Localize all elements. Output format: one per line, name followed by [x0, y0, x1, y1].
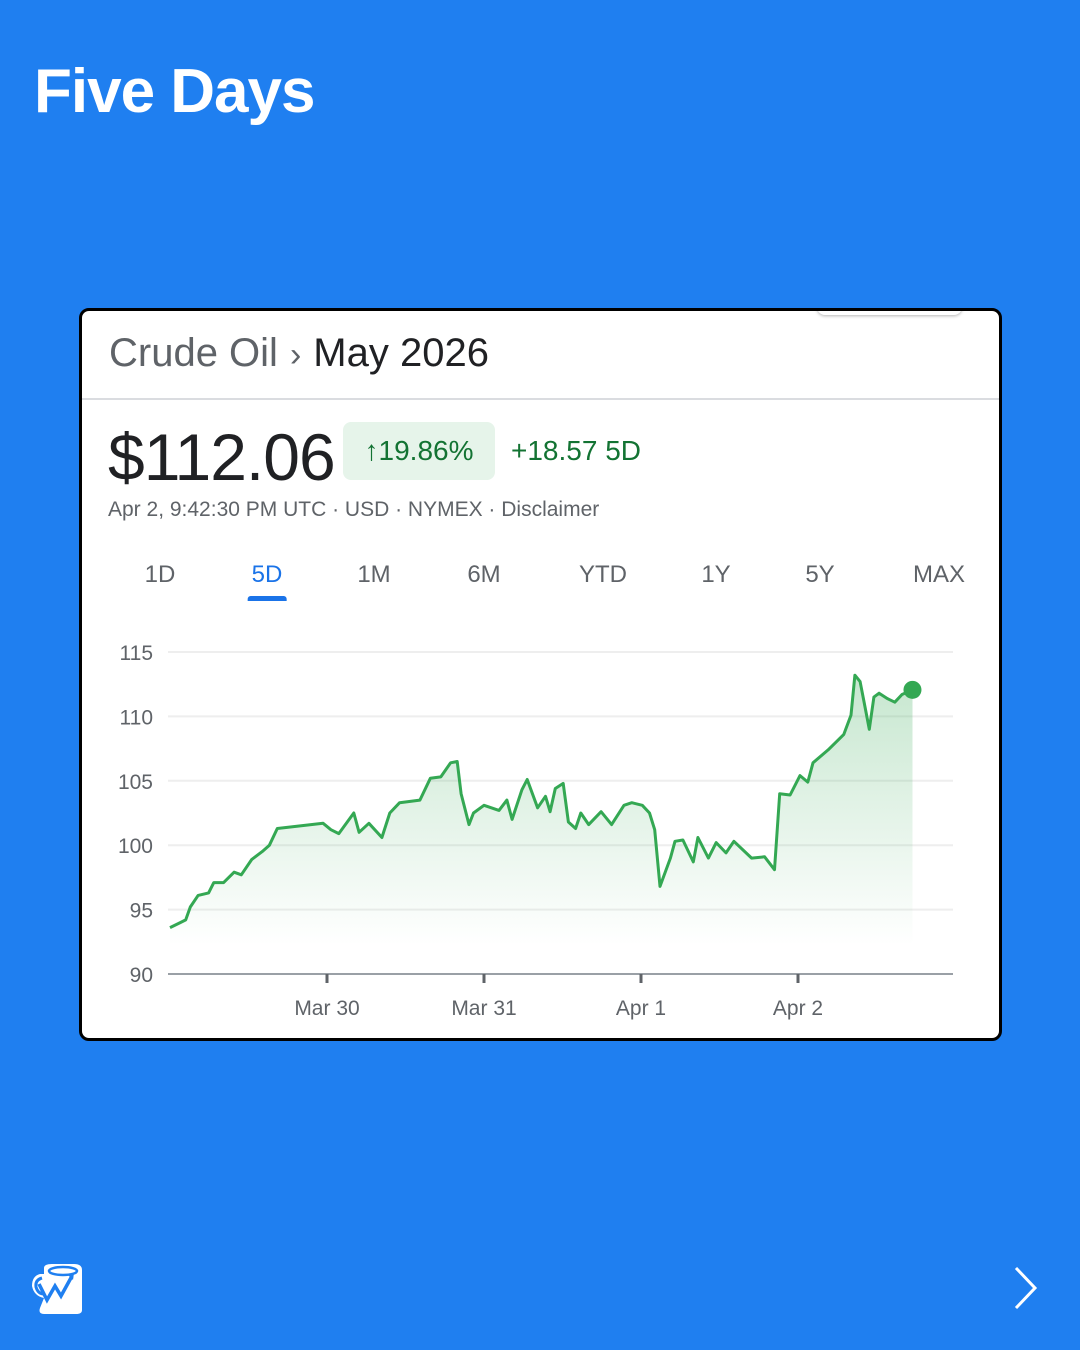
chevron-right-icon: › — [289, 336, 302, 374]
range-tab-max[interactable]: MAX — [912, 561, 966, 588]
card-tab-handle — [817, 311, 962, 315]
range-tab-1d[interactable]: 1D — [144, 561, 176, 588]
y-tick-label: 90 — [130, 964, 153, 987]
y-tick-label: 110 — [120, 706, 153, 729]
breadcrumb: Crude Oil › May 2026 — [109, 331, 489, 376]
change-percent-badge: ↑19.86% — [343, 422, 495, 480]
y-tick-label: 95 — [130, 900, 153, 923]
price-chart: 115 110 105 100 95 90 Mar 30 Mar 31 Apr 1 Apr 2 — [118, 642, 953, 1020]
range-tab-5y[interactable]: 5Y — [805, 561, 835, 588]
x-tick-label: Mar 30 — [294, 997, 359, 1020]
breadcrumb-current: May 2026 — [313, 331, 489, 375]
quote-card: Crude Oil › May 2026 $112.06 ↑19.86% +18.5… — [79, 308, 1002, 1041]
price: $112.06 — [108, 420, 336, 494]
chevron-right-icon[interactable] — [1008, 1265, 1042, 1311]
arrow-up-icon: ↑ — [364, 435, 379, 466]
mug-chart-logo-icon — [32, 1264, 82, 1314]
divider — [82, 398, 999, 400]
range-tab-5d[interactable]: 5D — [247, 561, 286, 601]
change-absolute: +18.57 5D — [511, 435, 641, 466]
x-tick-label: Apr 2 — [773, 997, 823, 1020]
breadcrumb-parent[interactable]: Crude Oil — [109, 331, 278, 375]
y-tick-label: 105 — [118, 771, 153, 794]
page-title: Five Days — [34, 57, 316, 126]
price-line — [169, 673, 914, 929]
range-tab-1m[interactable]: 1M — [357, 561, 391, 588]
change-percent: 19.86% — [378, 435, 474, 466]
area-fill — [170, 675, 913, 945]
x-tick-label: Mar 31 — [451, 997, 516, 1020]
quote-meta: Apr 2, 9:42:30 PM UTC · USD · NYMEX · Di… — [108, 498, 600, 521]
range-tab-ytd[interactable]: YTD — [579, 561, 627, 588]
last-price-marker — [903, 680, 922, 699]
y-tick-label: 115 — [120, 642, 153, 665]
range-tab-1y[interactable]: 1Y — [701, 561, 731, 588]
x-tick-label: Apr 1 — [616, 997, 666, 1020]
range-tab-6m[interactable]: 6M — [467, 561, 501, 588]
y-tick-label: 100 — [118, 835, 153, 858]
